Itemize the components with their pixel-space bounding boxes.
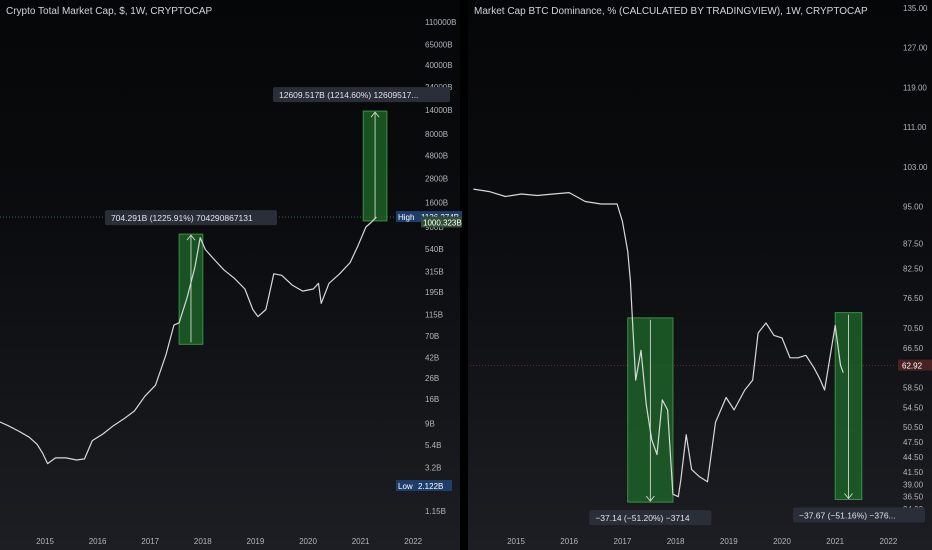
left-current-badge-value: 1000.323B [423,218,462,227]
right-x-tick-label: 2015 [507,537,525,546]
right-chart-title: Market Cap BTC Dominance, % (CALCULATED … [474,6,868,17]
left-y-tick-label: 115B [425,311,443,320]
left-high-badge-label: High [398,213,414,222]
right-measure-label-bg [793,507,925,523]
left-x-tick-label: 2021 [352,537,370,546]
left-y-tick-label: 110000B [425,18,456,27]
right-y-tick-label: 50.50 [903,423,924,432]
left-y-tick-label: 14000B [425,106,453,115]
left-measure-label: 704.291B (1225.91%) 704290867131 [111,213,253,223]
right-y-tick-label: 103.00 [903,163,928,172]
right-measure-arrowhead [646,495,655,502]
left-y-tick-label: 9B [425,419,435,428]
right-y-tick-label: 111.00 [903,123,927,132]
left-measure-label-bg [104,210,277,226]
left-y-tick-label: 4800B [425,152,448,161]
right-y-tick-label: 70.50 [903,324,924,333]
left-price-line [0,216,377,465]
left-x-tick-label: 2015 [36,537,54,546]
right-y-tick-label: 39.00 [903,480,924,489]
left-y-tick-label: 540B [425,245,444,254]
left-y-tick-label: 900B [425,223,444,232]
left-x-tick-label: 2022 [404,537,422,546]
left-y-tick-label: 65000B [425,41,453,50]
right-price-line [473,188,844,498]
left-y-tick-label: 1600B [425,198,448,207]
left-x-tick-label: 2020 [299,537,317,546]
left-x-tick-label: 2017 [141,537,159,546]
left-y-tick-label: 8000B [425,130,448,139]
right-y-tick-label: 95.00 [903,202,924,211]
left-measure-label: 12609.517B (1214.60%) 12609517... [279,90,418,100]
right-y-tick-label: 58.50 [903,384,924,393]
left-y-tick-label: 3.2B [425,463,441,472]
left-x-tick-label: 2019 [247,537,265,546]
right-y-tick-label: 135.00 [903,4,928,13]
right-y-tick-label: 54.50 [903,403,924,412]
left-y-tick-label: 195B [425,288,444,297]
right-y-tick-label: 76.50 [903,294,924,303]
left-x-tick-label: 2016 [89,537,107,546]
left-low-badge-value: 2.122B [418,482,443,491]
left-measure-label-bg [273,87,450,103]
left-y-tick-label: 2800B [425,175,448,184]
left-low-badge-label: Low [398,482,413,491]
right-x-tick-label: 2018 [667,537,685,546]
right-y-tick-label: 82.50 [903,264,924,273]
left-x-tick-label: 2018 [194,537,212,546]
right-y-tick-label: 66.50 [903,344,924,353]
right-y-tick-label: 87.50 [903,240,924,249]
right-x-tick-label: 2022 [880,537,898,546]
left-y-tick-label: 5.4B [425,441,441,450]
left-y-tick-label: 1.15B [425,507,446,516]
right-x-tick-label: 2016 [560,537,578,546]
left-y-tick-label: 16B [425,395,439,404]
left-measure-arrowhead [186,234,196,241]
left-y-tick-label: 40000B [425,61,453,70]
right-y-tick-label: 127.00 [903,44,928,53]
right-current-badge [898,359,932,371]
left-chart-title: Crypto Total Market Cap, $, 1W, CRYPTOCA… [6,6,213,17]
left-measure-arrowhead [370,111,380,118]
right-x-tick-label: 2020 [773,537,791,546]
right-y-tick-label: 47.50 [903,438,924,447]
right-y-tick-label: 44.50 [903,453,924,462]
right-x-tick-label: 2019 [720,537,738,546]
left-y-tick-label: 70B [425,332,439,341]
left-low-badge [396,480,452,491]
right-current-badge-value: 62.92 [902,362,923,371]
right-y-tick-label: 119.00 [903,83,927,92]
right-y-tick-label: 36.50 [903,493,924,502]
panel-divider[interactable] [460,0,468,550]
left-y-tick-label: 42B [425,354,439,363]
left-y-tick-label: 315B [425,268,444,277]
left-current-badge [421,216,462,228]
right-x-tick-label: 2021 [826,537,844,546]
right-measure-label-bg [589,510,712,526]
right-measure-label: −37.14 (−51.20%) −3714 [595,513,690,523]
left-y-tick-label: 26B [425,374,439,383]
right-measure-label: −37.67 (−51.16%) −376... [799,511,896,521]
right-measure-arrowhead [844,493,853,500]
right-x-tick-label: 2017 [614,537,632,546]
right-y-tick-label: 41.50 [903,468,924,477]
